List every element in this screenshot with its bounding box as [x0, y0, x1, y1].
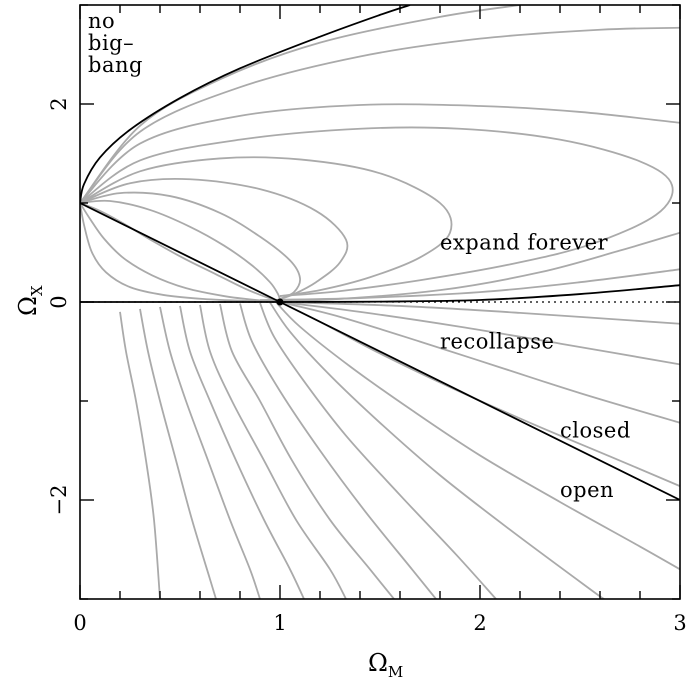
trajectory-upper-11	[260, 269, 680, 300]
trajectory-upper-4	[80, 157, 452, 296]
trajectory-upper-3	[80, 127, 673, 296]
trajectory-lower-4	[200, 305, 346, 599]
trajectory-lower-1	[140, 309, 216, 599]
region-label-1: expand forever	[440, 231, 609, 255]
y-tick-label-0: −2	[47, 485, 71, 516]
trajectory-lower-13	[280, 302, 680, 324]
x-tick-label-3: 3	[673, 611, 686, 635]
critical-point-marker	[277, 299, 284, 306]
trajectory-upper-0	[80, 5, 520, 203]
y-tick-label-1: 0	[47, 295, 71, 308]
x-tick-label-1: 1	[273, 611, 286, 635]
trajectory-lower-6	[240, 303, 436, 599]
boundary-expand-recollapse	[80, 285, 680, 302]
trajectory-lower-0	[120, 312, 160, 599]
region-label-3: closed	[560, 419, 631, 443]
region-label-0: no big– bang	[88, 9, 143, 77]
y-tick-label-2: 2	[47, 97, 71, 110]
x-axis-title: ΩM	[368, 649, 403, 681]
trajectory-upper-2	[80, 104, 680, 203]
trajectory-upper-1	[80, 28, 680, 203]
region-label-2: recollapse	[440, 330, 554, 354]
x-tick-label-2: 2	[473, 611, 486, 635]
y-axis-title: ΩX	[14, 285, 46, 316]
region-label-4: open	[560, 478, 614, 502]
x-tick-label-0: 0	[73, 611, 86, 635]
trajectory-upper-6	[80, 193, 300, 299]
trajectory-lower-3	[180, 306, 304, 599]
